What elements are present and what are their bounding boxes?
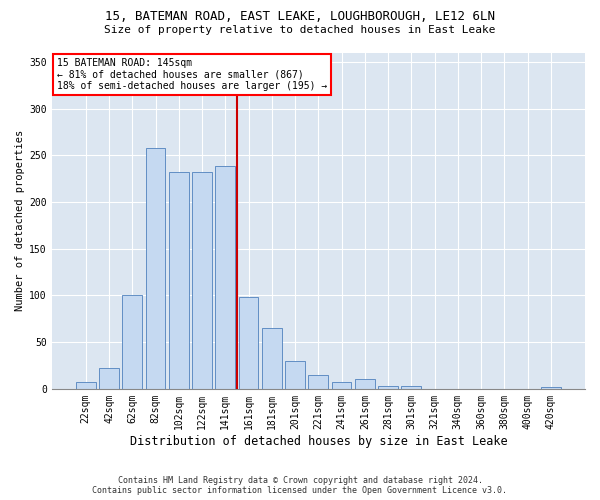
Text: Contains public sector information licensed under the Open Government Licence v3: Contains public sector information licen… bbox=[92, 486, 508, 495]
Text: Size of property relative to detached houses in East Leake: Size of property relative to detached ho… bbox=[104, 25, 496, 35]
Bar bbox=[192, 172, 212, 389]
Bar bbox=[378, 386, 398, 389]
Y-axis label: Number of detached properties: Number of detached properties bbox=[15, 130, 25, 312]
Bar bbox=[332, 382, 352, 389]
Bar bbox=[355, 380, 375, 389]
Bar bbox=[99, 368, 119, 389]
Bar bbox=[541, 387, 561, 389]
Bar bbox=[285, 361, 305, 389]
Bar bbox=[239, 298, 259, 389]
Bar bbox=[401, 386, 421, 389]
X-axis label: Distribution of detached houses by size in East Leake: Distribution of detached houses by size … bbox=[130, 434, 507, 448]
Bar bbox=[76, 382, 95, 389]
Text: Contains HM Land Registry data © Crown copyright and database right 2024.: Contains HM Land Registry data © Crown c… bbox=[118, 476, 482, 485]
Bar bbox=[215, 166, 235, 389]
Bar bbox=[169, 172, 188, 389]
Bar bbox=[146, 148, 166, 389]
Bar bbox=[308, 375, 328, 389]
Text: 15 BATEMAN ROAD: 145sqm
← 81% of detached houses are smaller (867)
18% of semi-d: 15 BATEMAN ROAD: 145sqm ← 81% of detache… bbox=[57, 58, 327, 90]
Bar bbox=[262, 328, 282, 389]
Bar bbox=[122, 296, 142, 389]
Text: 15, BATEMAN ROAD, EAST LEAKE, LOUGHBOROUGH, LE12 6LN: 15, BATEMAN ROAD, EAST LEAKE, LOUGHBOROU… bbox=[105, 10, 495, 23]
